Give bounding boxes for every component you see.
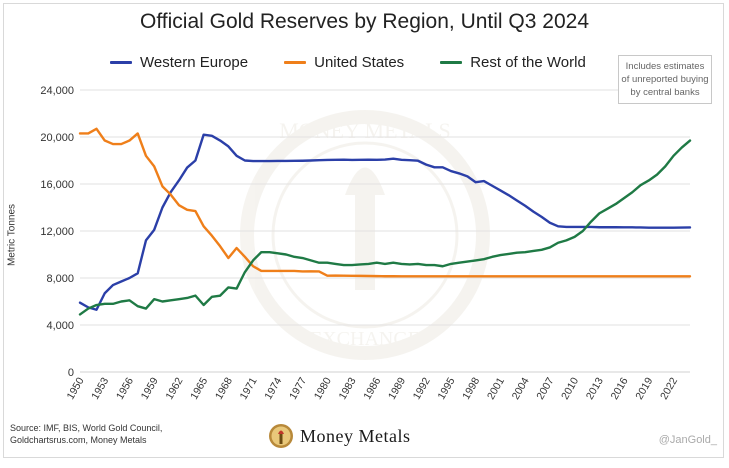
series-line-western-europe xyxy=(78,133,692,311)
x-tick-label: 1968 xyxy=(213,375,235,401)
x-tick-label: 1974 xyxy=(262,375,284,401)
y-tick-label: 0 xyxy=(68,367,74,379)
x-tick-label: 1977 xyxy=(287,375,309,401)
source-text: Source: IMF, BIS, World Gold Council, Go… xyxy=(10,423,163,445)
x-tick-label: 1956 xyxy=(114,375,136,401)
x-tick-label: 1959 xyxy=(139,375,161,401)
x-tick-label: 2016 xyxy=(609,375,631,401)
author-handle: @JanGold_ xyxy=(658,434,717,446)
watermark-seal: MONEY METALS EXCHANGE xyxy=(240,110,490,360)
x-tick-label: 1971 xyxy=(238,375,260,401)
x-tick-label: 1953 xyxy=(89,375,111,401)
legend-item-united-states: United States xyxy=(284,54,404,71)
x-tick-label: 1995 xyxy=(435,375,457,401)
money-metals-logo: Money Metals xyxy=(268,421,410,451)
x-tick-label: 2007 xyxy=(534,375,556,401)
x-tick-label: 2010 xyxy=(559,375,581,401)
legend-swatch-rest-of-world xyxy=(440,60,463,64)
watermark-text-top: MONEY METALS xyxy=(279,118,451,143)
x-tick-label: 2004 xyxy=(510,375,532,401)
chart-title: Official Gold Reserves by Region, Until … xyxy=(140,10,589,33)
legend-item-western-europe: Western Europe xyxy=(110,54,248,71)
gridlines xyxy=(80,89,690,326)
x-tick-label: 2022 xyxy=(658,375,680,401)
watermark-text-bottom: EXCHANGE xyxy=(310,328,420,350)
y-tick-label: 24,000 xyxy=(40,85,74,97)
x-tick-label: 1965 xyxy=(188,375,210,401)
y-tick-label: 16,000 xyxy=(40,179,74,191)
legend-label-united-states: United States xyxy=(314,53,405,71)
x-tick-label: 2001 xyxy=(485,375,507,401)
x-tick-label: 1998 xyxy=(460,375,482,401)
series-lines xyxy=(78,127,692,316)
series-line-rest-of-world xyxy=(78,139,692,316)
legend-label-western-europe: Western Europe xyxy=(140,53,249,71)
x-tick-label: 1962 xyxy=(163,375,185,401)
annotation-box: Includes estimates of unreported buying … xyxy=(618,55,712,104)
y-tick-label: 12,000 xyxy=(40,226,74,238)
y-tick-label: 20,000 xyxy=(40,132,74,144)
legend-swatch-western-europe xyxy=(110,60,132,64)
y-axis-ticks: 0 4,000 8,000 12,000 16,000 20,000 24,000 xyxy=(40,85,74,379)
x-tick-label: 2019 xyxy=(633,375,655,401)
y-axis-label: Metric Tonnes xyxy=(6,203,18,267)
series-line-united-states xyxy=(78,127,692,278)
y-tick-label: 8,000 xyxy=(46,273,74,285)
x-tick-label: 1983 xyxy=(337,375,359,401)
x-tick-label: 1986 xyxy=(361,375,383,401)
legend-swatch-united-states xyxy=(284,60,307,64)
x-tick-label: 1950 xyxy=(65,375,87,401)
x-tick-label: 1980 xyxy=(312,375,334,401)
y-tick-label: 4,000 xyxy=(46,320,74,332)
legend-label-rest-of-world: Rest of the World xyxy=(470,53,586,71)
x-tick-label: 2013 xyxy=(584,375,606,401)
legend: Western Europe United States Rest of the… xyxy=(110,50,586,74)
x-tick-label: 1992 xyxy=(411,375,433,401)
legend-item-rest-of-world: Rest of the World xyxy=(440,54,586,71)
torch-logo-icon xyxy=(269,424,293,448)
x-axis-ticks: 1950 1953 1956 1959 1962 1965 1968 1971 1974 1977… xyxy=(65,375,681,401)
x-tick-label: 1989 xyxy=(386,375,408,401)
logo-text: Money Metals xyxy=(300,425,411,446)
